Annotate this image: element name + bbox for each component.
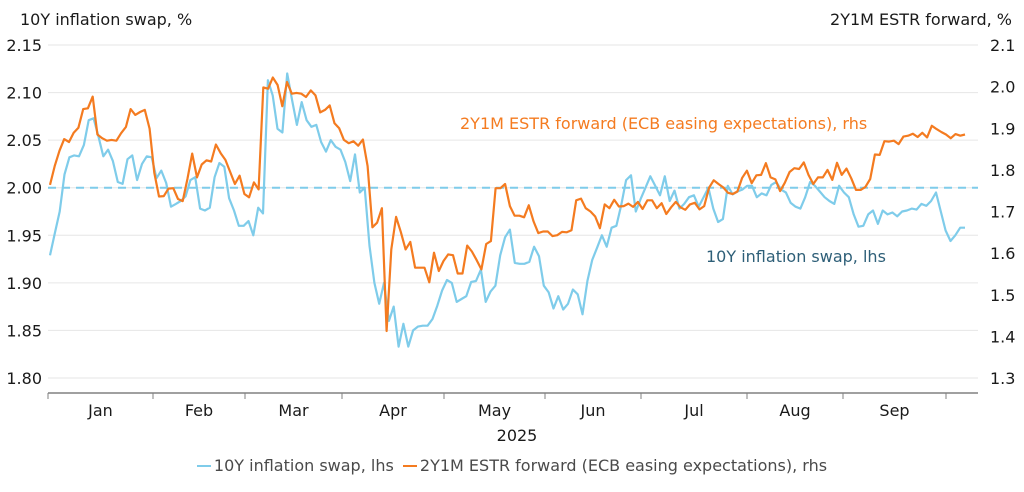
- y-axis-left: 2.15 2.10 2.05 2.00 1.95 1.90 1.85 1.80: [6, 36, 42, 388]
- y-right-tick-label: 1.3: [990, 369, 1015, 388]
- x-axis: Jan Feb Mar Apr May Jun Jul Aug Sep: [47, 392, 978, 420]
- y-left-tick-label: 2.00: [6, 179, 42, 198]
- y-axis-right: 2.1 2.0 1.9 1.8 1.7 1.6 1.5 1.4 1.3: [990, 36, 1015, 388]
- y-left-tick-label: 1.95: [6, 226, 42, 245]
- y-right-tick-label: 1.5: [990, 286, 1015, 305]
- y-right-tick-label: 1.7: [990, 203, 1015, 222]
- y-right-tick-label: 1.6: [990, 244, 1015, 263]
- x-axis-year-label: 2025: [497, 426, 538, 445]
- y-right-tick-label: 2.1: [990, 36, 1015, 55]
- y-right-tick-label: 1.9: [990, 119, 1015, 138]
- x-tick-label: Feb: [185, 401, 213, 420]
- y-left-tick-label: 2.05: [6, 131, 42, 150]
- legend-item-estr: 2Y1M ESTR forward (ECB easing expectatio…: [402, 456, 828, 475]
- legend-label-estr: 2Y1M ESTR forward (ECB easing expectatio…: [419, 456, 828, 475]
- x-tick-label: May: [478, 401, 511, 420]
- y-right-tick-label: 1.8: [990, 161, 1015, 180]
- x-tick-label: Apr: [379, 401, 407, 420]
- legend: 10Y inflation swap, lhs 2Y1M ESTR forwar…: [0, 456, 1024, 475]
- x-tick-label: Jul: [683, 401, 703, 420]
- x-tick-label: Mar: [278, 401, 309, 420]
- y-right-tick-label: 2.0: [990, 78, 1015, 97]
- series-lines: [48, 72, 966, 348]
- legend-label-swap: 10Y inflation swap, lhs: [213, 456, 394, 475]
- legend-swatch-estr: [402, 464, 417, 467]
- x-tick-label: Sep: [879, 401, 909, 420]
- annotation-swap: 10Y inflation swap, lhs: [706, 247, 886, 266]
- legend-swatch-swap: [196, 464, 211, 467]
- x-tick-label: Jan: [87, 401, 113, 420]
- y-right-tick-label: 1.4: [990, 327, 1015, 346]
- y-left-tick-label: 2.15: [6, 36, 42, 55]
- y-left-tick-label: 1.85: [6, 321, 42, 340]
- y-left-tick-label: 2.10: [6, 84, 42, 103]
- right-axis-title: 2Y1M ESTR forward, %: [830, 10, 1012, 29]
- x-tick-label: Aug: [779, 401, 810, 420]
- y-left-tick-label: 1.80: [6, 369, 42, 388]
- left-axis-title: 10Y inflation swap, %: [20, 10, 192, 29]
- series-line-estr: [48, 76, 966, 333]
- legend-item-swap: 10Y inflation swap, lhs: [196, 456, 394, 475]
- annotation-estr: 2Y1M ESTR forward (ECB easing expectatio…: [460, 114, 867, 133]
- x-tick-label: Jun: [580, 401, 606, 420]
- y-left-tick-label: 1.90: [6, 274, 42, 293]
